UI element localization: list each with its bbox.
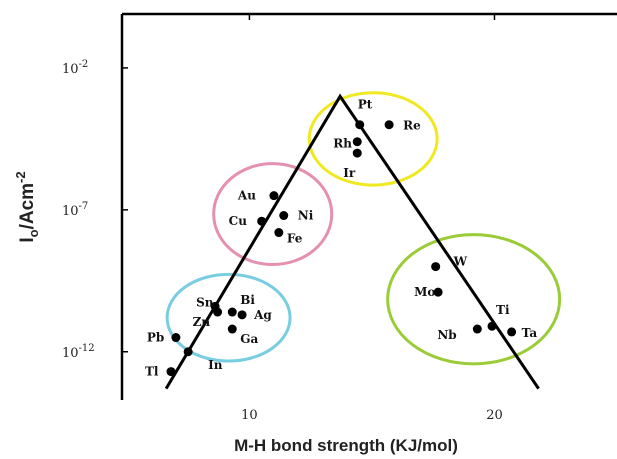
- data-point-w: [431, 262, 441, 272]
- data-point-fe: [274, 228, 284, 238]
- data-point-in: [183, 347, 193, 357]
- group-circles: [165, 91, 562, 366]
- data-point-ga: [227, 324, 237, 334]
- data-point-pb: [171, 333, 181, 343]
- point-label-ga: Ga: [240, 332, 258, 346]
- y-tick-label: 10-12: [62, 343, 95, 361]
- point-label-au: Au: [237, 189, 256, 203]
- point-label-rh: Rh: [333, 137, 352, 151]
- point-label-cu: Cu: [229, 214, 248, 228]
- x-tick-label: 20: [486, 408, 503, 423]
- data-point-ag: [237, 310, 247, 320]
- y-axis-title: Io/Acm-2: [13, 171, 41, 242]
- point-label-in: In: [208, 358, 223, 372]
- data-point-ti: [487, 321, 497, 331]
- volcano-line: [164, 93, 540, 390]
- data-point-re: [384, 120, 394, 130]
- group-circle-3: [165, 272, 292, 363]
- data-point-bi: [227, 307, 237, 317]
- group-circle-2: [212, 162, 334, 267]
- data-point-tl: [166, 367, 176, 377]
- point-label-re: Re: [403, 119, 421, 133]
- point-label-ta: Ta: [522, 326, 538, 340]
- y-tick-label: 10-2: [62, 59, 88, 77]
- group-circle-4: [386, 233, 562, 366]
- x-tick-label: 10: [241, 408, 258, 423]
- point-label-mo: Mo: [414, 285, 435, 299]
- volcano-line-layer: [164, 93, 540, 390]
- point-label-w: W: [453, 255, 468, 269]
- data-points: [166, 120, 517, 377]
- point-label-ag: Ag: [253, 308, 272, 322]
- group-circle-1: [307, 91, 439, 187]
- x-axis-title: M-H bond strength (KJ/mol): [234, 436, 458, 455]
- data-point-ta: [507, 327, 517, 337]
- point-label-ti: Ti: [496, 303, 510, 317]
- point-label-zn: Zn: [193, 315, 211, 329]
- data-point-mo: [433, 287, 443, 297]
- point-label-tl: Tl: [145, 365, 159, 379]
- axis-titles: M-H bond strength (KJ/mol) Io/Acm-2: [13, 171, 458, 455]
- point-label-sn: Sn: [196, 295, 214, 309]
- point-labels: Pt Re Rh Ir Au Ni Cu Fe W Mo Sn Bi Zn Ag Ga Ti Nb Ta Pb In T…: [145, 98, 537, 379]
- point-label-bi: Bi: [240, 293, 255, 307]
- data-point-ir: [352, 148, 362, 158]
- axes: [120, 12, 617, 400]
- point-label-nb: Nb: [437, 328, 456, 342]
- point-label-pb: Pb: [147, 331, 164, 345]
- y-tick-label: 10-7: [62, 201, 88, 219]
- data-point-nb: [472, 324, 482, 334]
- point-label-pt: Pt: [358, 98, 373, 112]
- data-point-pt: [355, 120, 365, 130]
- data-point-zn: [213, 307, 223, 317]
- point-label-ir: Ir: [343, 166, 356, 180]
- data-point-ni: [279, 211, 289, 221]
- data-point-rh: [352, 137, 362, 147]
- point-label-ni: Ni: [298, 209, 314, 223]
- point-label-fe: Fe: [287, 232, 303, 246]
- data-point-cu: [257, 216, 267, 226]
- data-point-au: [269, 191, 279, 201]
